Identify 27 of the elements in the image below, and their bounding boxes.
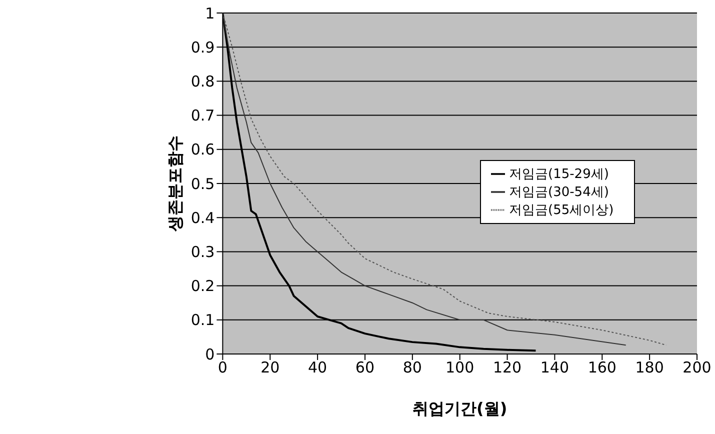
x-tick-label: 140: [540, 358, 570, 377]
x-tick-label: 200: [682, 358, 712, 377]
y-tick-label: 0.9: [190, 38, 215, 56]
legend-label: 저임금(55세이상): [509, 203, 614, 218]
y-tick-label: 0.6: [190, 140, 215, 159]
x-tick-label: 120: [492, 358, 522, 377]
x-tick-label: 20: [260, 358, 280, 377]
y-tick-label: 0.5: [190, 174, 215, 193]
x-tick-label: 180: [635, 358, 664, 377]
legend-label: 저임금(15-29세): [509, 167, 609, 182]
x-tick-label: 100: [446, 358, 474, 377]
y-tick-label: 1: [205, 4, 215, 22]
y-tick-label: 0.2: [190, 277, 215, 296]
y-tick-label: 0.7: [190, 106, 215, 125]
y-tick-label: 0.4: [190, 208, 215, 227]
y-tick-label: 0.1: [190, 311, 215, 330]
x-axis-title: 취업기간(월): [412, 399, 508, 418]
y-tick-label: 0: [205, 345, 215, 364]
x-tick-label: 80: [402, 358, 422, 377]
y-tick-label: 0.3: [190, 243, 215, 262]
y-axis-title: 생존분포함수: [165, 136, 184, 232]
legend-label: 저임금(30-54세): [509, 185, 609, 200]
x-tick-label: 60: [355, 358, 375, 377]
x-tick-label: 40: [308, 358, 328, 377]
x-tick-label: 160: [588, 358, 616, 377]
x-tick-label: 0: [218, 358, 228, 377]
y-tick-label: 0.8: [190, 72, 215, 91]
